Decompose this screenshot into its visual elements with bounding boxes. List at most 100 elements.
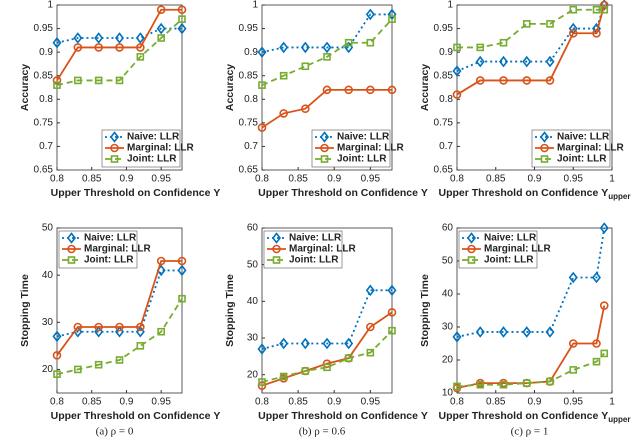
marker [344,85,353,95]
y-axis-label: Stopping Time [19,274,31,347]
series-line [56,8,182,81]
marker [498,326,509,338]
x-tick-label: 0.8 [50,397,64,408]
series-line [456,227,606,338]
marker [344,337,354,350]
marker [257,343,267,355]
y-tick-label: 0.85 [434,70,454,81]
marker [94,43,103,52]
x-axis-label: Upper Threshold on Confidence Υupper [439,410,631,424]
x-tick-label: 0.8 [255,174,269,185]
marker [467,256,476,264]
marker [109,131,120,143]
marker [475,55,485,68]
caption: (c) ρ = 1 [511,426,549,438]
marker [498,55,509,68]
marker [569,5,578,14]
marker [52,350,62,360]
legend-label: Naive: LLR [337,132,390,143]
series-line [56,298,183,376]
x-tick-label: 0.9 [327,174,341,185]
x-tick-label: 0.95 [564,174,584,185]
marker [178,15,186,23]
marker [599,301,609,310]
y-tick-label: 50 [442,256,454,267]
marker [66,232,77,244]
marker [258,81,266,89]
x-axis-label-text: Upper Threshold on Confidence Υ [439,187,609,199]
marker [344,354,353,362]
y-axis-label: Accuracy [19,64,31,111]
y-tick-label: 0.7 [39,141,53,152]
y-tick-label: 0.65 [34,165,54,176]
y-tick-label: 0.9 [244,47,258,58]
marker [545,55,555,68]
y-axis-label: Stopping Time [224,274,236,347]
marker [115,76,124,85]
marker [388,326,396,335]
y-axis-label: Accuracy [224,64,236,111]
series-line [56,18,183,87]
legend-label: Naive: LLR [127,132,180,143]
marker [387,284,397,297]
marker [157,327,165,336]
marker [599,222,609,234]
y-tick-label: 40 [42,270,54,281]
marker [177,22,187,35]
marker [592,339,601,348]
x-tick-label: 0.8 [255,397,269,408]
marker [53,370,61,378]
y-tick-label: 30 [42,317,54,328]
series-line [56,27,182,44]
y-tick-label: 20 [247,369,259,380]
x-tick-label: 0.85 [82,397,102,408]
x-axis-label-text: Upper Threshold on Confidence Υ [258,187,428,199]
marker [271,232,282,244]
marker [568,271,578,284]
x-tick-label: 0.9 [528,397,542,408]
y-axis-label: Accuracy [419,64,431,111]
marker [452,90,462,99]
marker [499,38,508,47]
marker [52,330,62,343]
y-tick-label: 0.95 [239,23,259,34]
x-tick-label: 0.95 [564,397,584,408]
marker [53,81,61,89]
x-tick-label: 0.8 [450,174,464,185]
marker [279,71,288,80]
marker [344,38,353,47]
marker [272,244,281,254]
marker [475,326,485,338]
marker [365,284,375,297]
x-axis-label-sub: upper [608,192,630,201]
y-tick-label: 1 [47,0,53,11]
marker [322,41,332,54]
x-axis-label: Upper Threshold on Confidence Υ [51,410,221,422]
x-tick-label: 0.85 [486,174,506,185]
series-line [456,352,605,388]
marker [322,337,332,350]
x-tick-label: 0.9 [327,397,341,408]
x-tick-label: 0.95 [361,397,381,408]
marker [320,143,329,153]
marker [366,85,375,95]
y-tick-label: 40 [442,289,454,300]
x-tick-label: 0.85 [82,174,102,185]
marker [74,365,82,374]
x-axis-label-text: Upper Threshold on Confidence Υ [51,187,221,199]
marker [540,143,549,153]
marker [600,5,609,14]
x-tick-label: 0.85 [288,174,308,185]
y-tick-label: 0.8 [439,94,453,105]
marker [257,46,267,58]
x-tick-label: 0.8 [50,174,64,185]
marker [279,372,288,381]
marker [74,76,82,85]
marker [546,20,554,28]
caption: (a) ρ = 0 [96,426,134,438]
marker [522,76,532,85]
marker [320,155,329,163]
y-tick-label: 0.85 [239,70,259,81]
